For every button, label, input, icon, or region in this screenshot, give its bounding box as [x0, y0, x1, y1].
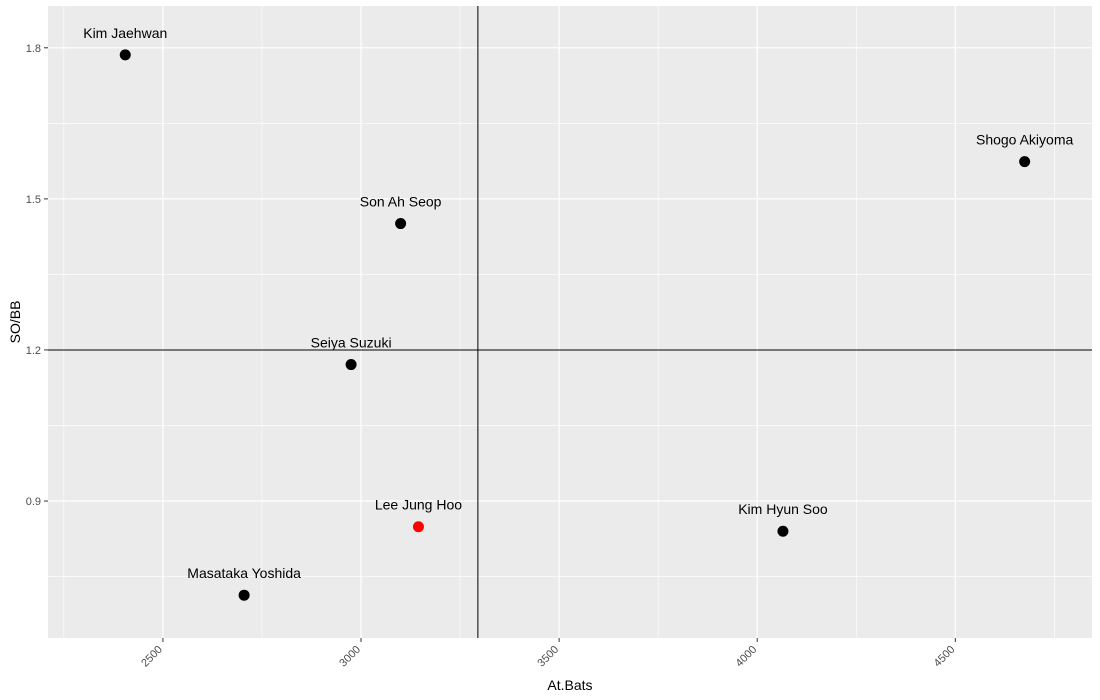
x-axis-title: At.Bats [547, 677, 592, 693]
data-point [412, 521, 424, 533]
y-tick-label: 0.9 [26, 496, 41, 508]
point-label: Kim Hyun Soo [738, 501, 828, 517]
data-point [395, 218, 407, 230]
data-points [119, 49, 1031, 601]
data-point [1019, 156, 1031, 168]
data-point [238, 589, 250, 601]
x-tick-label: 3000 [337, 644, 363, 670]
data-point [777, 525, 789, 537]
plot-panel [48, 6, 1092, 638]
point-label: Son Ah Seop [360, 194, 442, 210]
x-axis: 2500 3000 3500 4000 4500 [139, 638, 957, 669]
data-point [345, 359, 357, 371]
y-tick-label: 1.2 [26, 345, 41, 357]
point-label: Shogo Akiyoma [976, 132, 1073, 148]
data-point [119, 49, 131, 61]
y-tick-label: 1.5 [26, 194, 41, 206]
y-axis-title: SO/BB [7, 301, 23, 344]
x-tick-label: 3500 [535, 644, 561, 670]
point-label: Lee Jung Hoo [375, 497, 462, 513]
reference-lines [48, 6, 1092, 638]
x-tick-label: 4000 [734, 644, 760, 670]
x-tick-label: 2500 [139, 644, 165, 670]
x-tick-label: 4500 [932, 644, 958, 670]
y-axis: 0.9 1.2 1.5 1.8 [26, 43, 48, 508]
point-label: Kim Jaehwan [83, 25, 167, 41]
point-label: Seiya Suzuki [311, 335, 392, 351]
minor-grid [48, 6, 1092, 638]
point-label: Masataka Yoshida [187, 565, 301, 581]
y-tick-label: 1.8 [26, 43, 41, 55]
point-labels: Kim Jaehwan Shogo Akiyoma Son Ah Seop Seiya… [83, 25, 1073, 581]
